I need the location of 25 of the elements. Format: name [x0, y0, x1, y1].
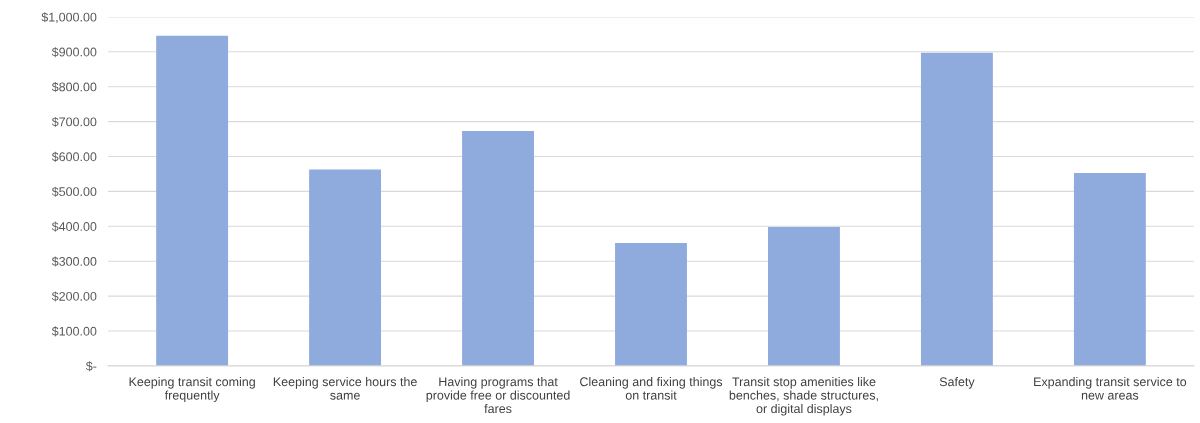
x-tick-label: Cleaning and fixing things on transit: [580, 377, 723, 400]
bar: [768, 227, 840, 366]
bar: [615, 243, 687, 366]
y-tick-label: $-: [85, 361, 97, 372]
y-tick-label: $100.00: [51, 326, 97, 337]
y-tick-label: $600.00: [51, 151, 97, 162]
y-tick-label: $300.00: [51, 256, 97, 267]
x-tick-label: Keeping service hours the same: [273, 377, 417, 400]
y-tick-label: $900.00: [51, 47, 97, 58]
y-tick-label: $200.00: [51, 291, 97, 302]
bar: [1073, 172, 1146, 366]
x-tick-label: Keeping transit coming frequently: [129, 377, 255, 403]
x-tick-label: Expanding transit service to new areas: [1034, 377, 1187, 400]
y-tick-label: $500.00: [51, 186, 97, 197]
y-tick-label: $800.00: [51, 81, 97, 93]
x-tick-label: Having programs that provide free or discounted fares: [426, 377, 570, 414]
y-tick-label: $1,000.00: [41, 12, 97, 24]
bar: [309, 169, 382, 366]
bar: [156, 35, 229, 366]
y-tick-label: $700.00: [51, 116, 97, 128]
bar: [920, 52, 993, 366]
x-tick-label: Transit stop amenities like benches, shade structures, or digital displays: [729, 377, 878, 416]
bar: [462, 131, 534, 366]
y-tick-label: $400.00: [51, 221, 97, 232]
x-tick-label: Safety: [939, 377, 975, 389]
